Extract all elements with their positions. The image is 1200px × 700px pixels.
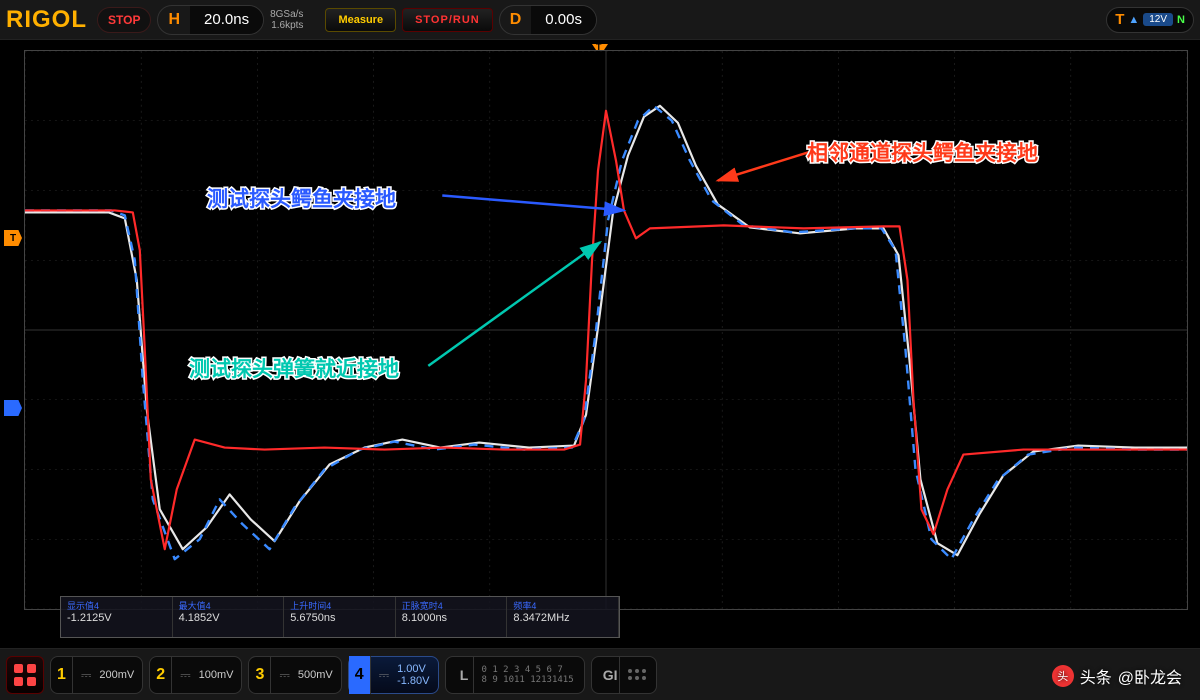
grid-intensity-icon [628,669,646,680]
annotation-blue-label: 测试探头鳄鱼夹接地 [207,183,396,213]
measurement-table: 显示值4-1.2125V 最大值44.1852V 上升时间45.6750ns 正… [60,596,620,638]
delay-key: D [500,11,532,29]
delay-value: 0.00s [531,6,596,34]
gi-control[interactable]: GI [591,656,657,694]
measure-button[interactable]: Measure [325,8,396,32]
edge-rising-icon: ▲ [1128,14,1139,26]
coupling-dc-icon: ⎓ [379,667,389,683]
sampling-info: 8GSa/s 1.6kpts [270,9,303,31]
coupling-dc-icon: ⎓ [279,667,289,683]
trigger-key: T [1115,11,1124,28]
watermark-icon: 头 [1052,665,1074,687]
annotation-red-label: 相邻通道探头鳄鱼夹接地 [807,137,1038,167]
stop-run-button[interactable]: STOP/RUN [402,8,493,32]
channel-zero-marker[interactable] [4,400,22,416]
status-pill: STOP [97,7,151,33]
trigger-level-badge: 12V [1143,13,1173,26]
channel-3-control[interactable]: 3 ⎓ 500mV [248,656,341,694]
top-toolbar: RIGOL STOP H 20.0ns 8GSa/s 1.6kpts Measu… [0,0,1200,40]
coupling-dc-icon: ⎓ [81,667,91,683]
trigger-noise-indicator: N [1177,14,1185,26]
timebase-key: H [158,11,190,29]
coupling-dc-icon: ⎓ [180,667,190,683]
timebase-value: 20.0ns [190,6,263,34]
trigger-level-marker[interactable]: T [4,230,22,246]
delay-control[interactable]: D 0.00s [499,5,597,35]
timebase-control[interactable]: H 20.0ns [157,5,264,35]
channel-4-control[interactable]: 4 ⎓ 1.00V -1.80V [348,656,439,694]
trigger-control[interactable]: T ▲ 12V N [1106,7,1194,33]
brand-logo: RIGOL [6,6,87,34]
annotation-teal-label: 测试探头弹簧就近接地 [189,353,399,383]
channel-2-control[interactable]: 2 ⎓ 100mV [149,656,242,694]
bottom-toolbar: 1 ⎓ 200mV 2 ⎓ 100mV 3 ⎓ 500mV 4 ⎓ 1.00V … [0,648,1200,700]
app-grid-button[interactable] [6,656,44,694]
logic-analyzer-control[interactable]: L 0 1 2 3 4 5 6 7 8 9 1011 12131415 [445,656,585,694]
watermark: 头 头条 @卧龙会 [1052,664,1182,688]
waveform-plot[interactable]: 测试探头鳄鱼夹接地 相邻通道探头鳄鱼夹接地 测试探头弹簧就近接地 [24,50,1188,610]
channel-1-control[interactable]: 1 ⎓ 200mV [50,656,143,694]
